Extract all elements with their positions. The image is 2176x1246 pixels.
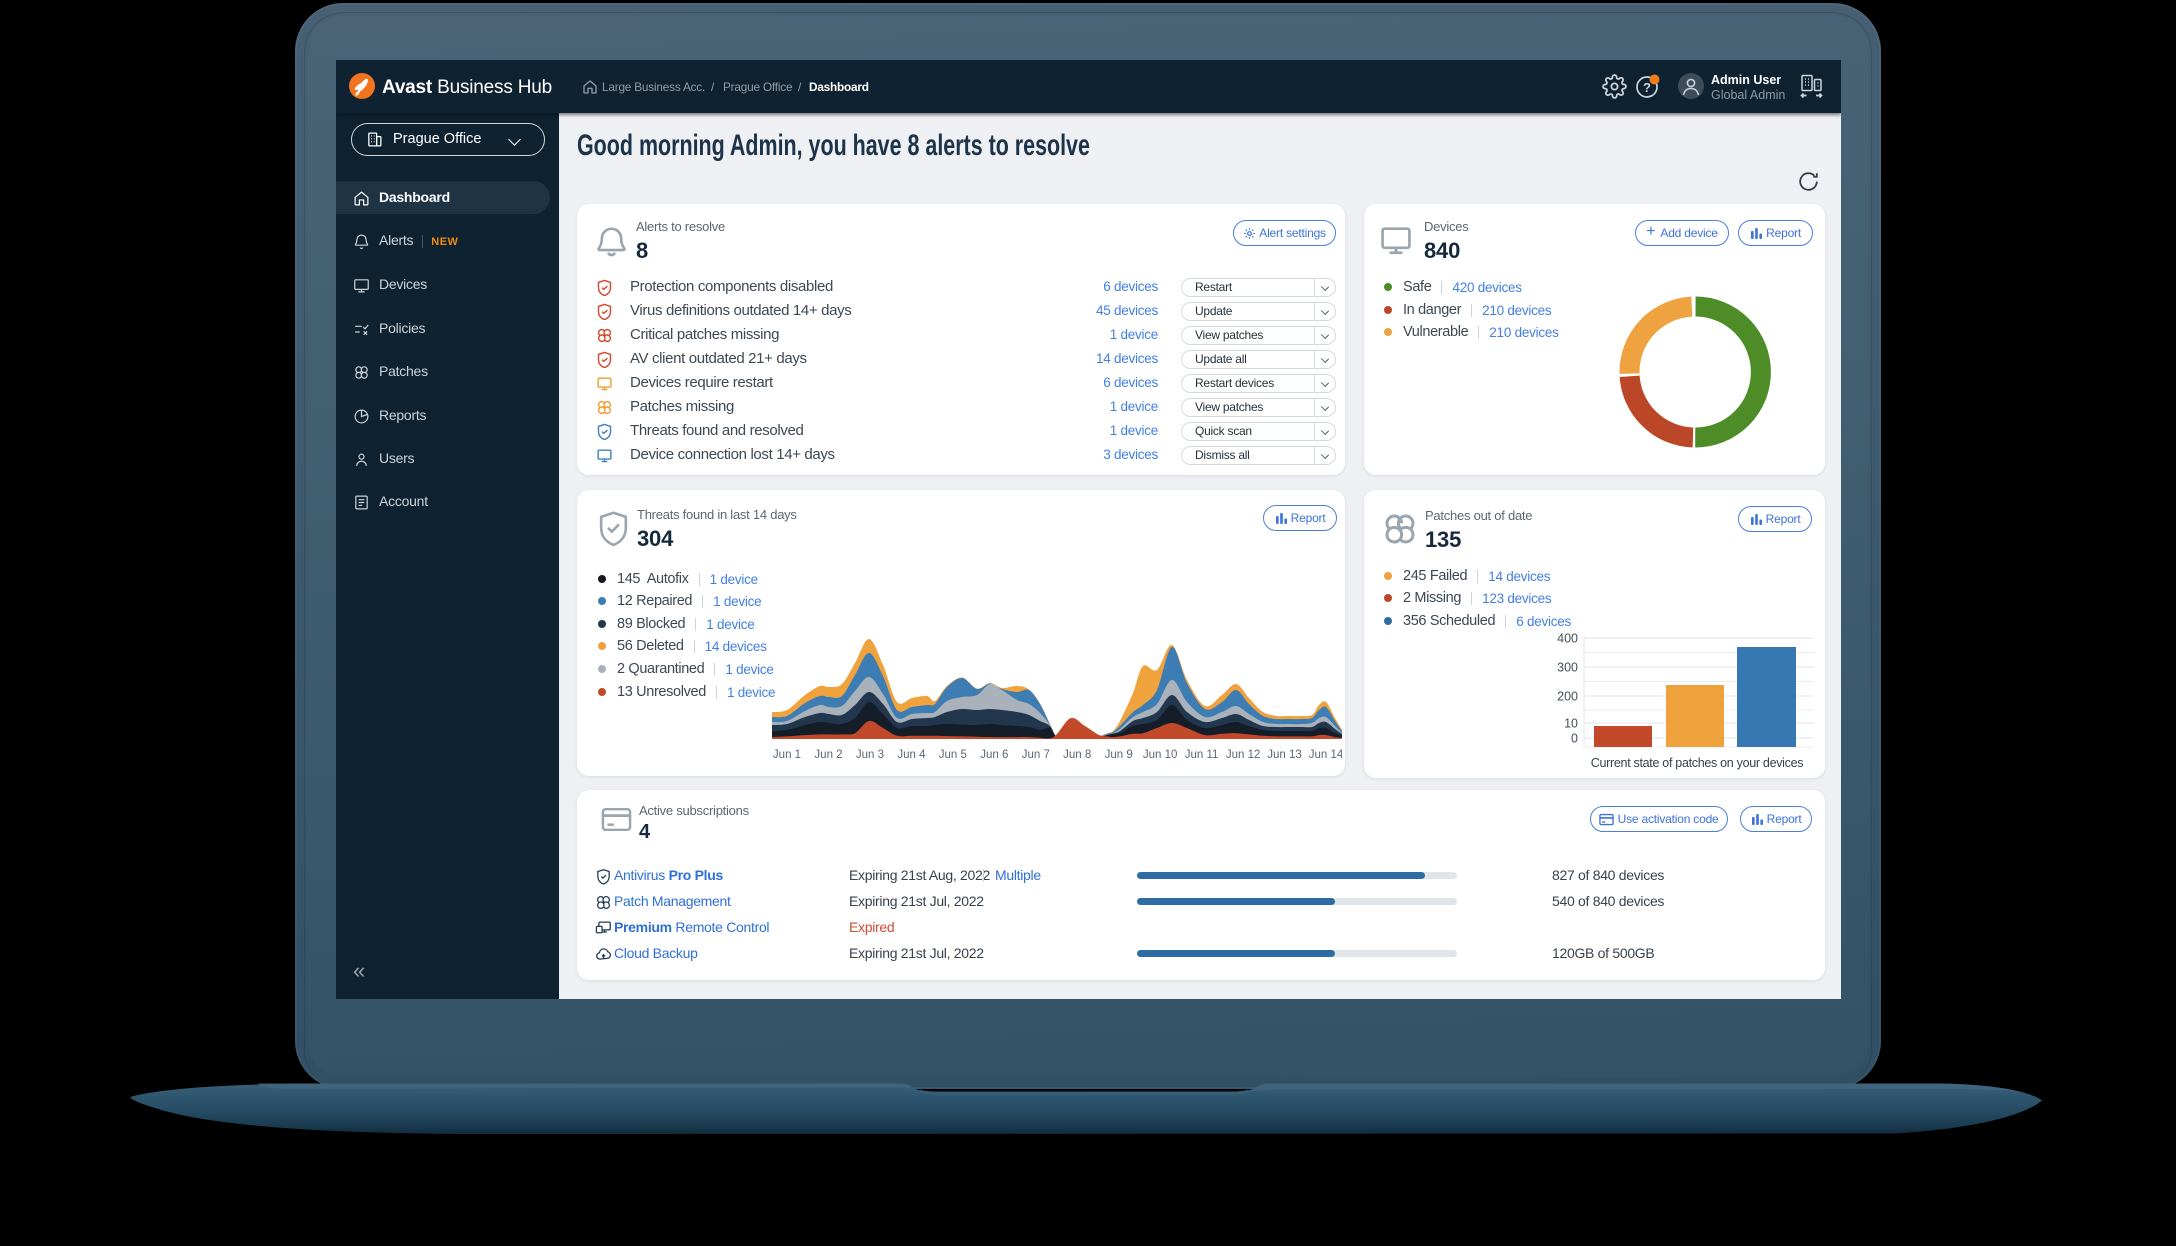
svg-text:10: 10 (1564, 717, 1578, 731)
svg-text:Jun 11: Jun 11 (1185, 749, 1219, 761)
svg-text:Jun 6: Jun 6 (980, 749, 1008, 761)
svg-text:200: 200 (1557, 690, 1578, 704)
svg-text:Jun 13: Jun 13 (1267, 749, 1302, 761)
svg-text:Jun 8: Jun 8 (1063, 749, 1091, 761)
svg-text:300: 300 (1557, 661, 1578, 675)
svg-text:Jun 3: Jun 3 (856, 749, 884, 761)
svg-text:Jun 10: Jun 10 (1143, 749, 1178, 761)
svg-text:Jun 7: Jun 7 (1022, 749, 1050, 761)
svg-text:Jun 2: Jun 2 (814, 749, 842, 761)
svg-text:?: ? (1643, 80, 1651, 95)
svg-text:Jun 1: Jun 1 (773, 749, 801, 761)
svg-text:400: 400 (1557, 632, 1578, 646)
svg-text:Jun 9: Jun 9 (1105, 749, 1133, 761)
svg-text:Jun 14: Jun 14 (1309, 749, 1342, 761)
svg-text:0: 0 (1571, 732, 1578, 746)
svg-text:Jun 4: Jun 4 (897, 749, 926, 761)
svg-text:Jun 5: Jun 5 (939, 749, 967, 761)
svg-text:Jun 12: Jun 12 (1226, 749, 1261, 761)
